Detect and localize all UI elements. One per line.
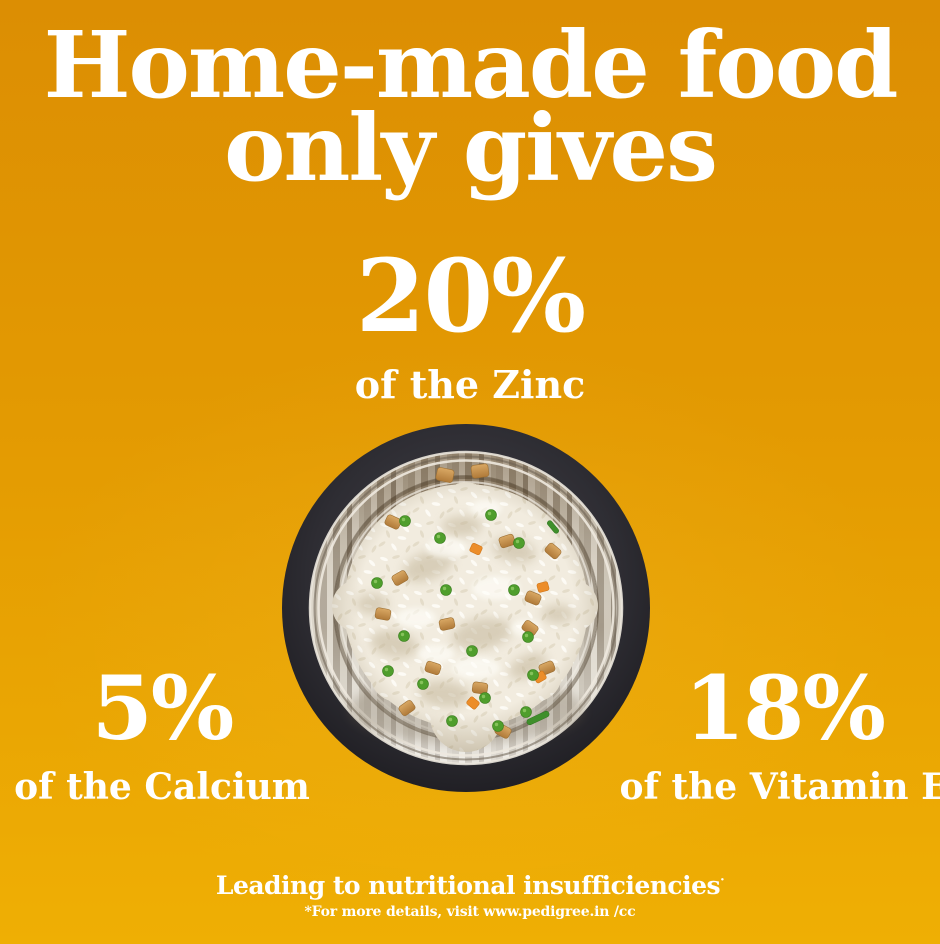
stat-vitamin-e-label: of the Vitamin E — [619, 766, 940, 808]
dog-food-bowl-photo — [276, 418, 656, 798]
footer-details: *For more details, visit www.pedigree.in… — [304, 903, 636, 920]
footer-headline: Leading to nutritional insufficiencies· — [0, 871, 940, 901]
headline-line1: Home-made food — [43, 11, 899, 119]
stat-zinc-label: of the Zinc — [354, 362, 586, 407]
stat-zinc: 20% of the Zinc — [0, 246, 940, 407]
stat-vitamin-e-value: 18% — [683, 656, 886, 760]
stat-vitamin-e: 18% of the Vitamin E — [564, 664, 940, 808]
chicken-chunks — [374, 463, 562, 739]
peas — [371, 509, 539, 732]
bowl-lip-highlight-outer — [308, 450, 624, 766]
stat-calcium-value: 5% — [91, 656, 235, 760]
footer: Leading to nutritional insufficiencies· … — [0, 871, 940, 920]
headline-line2: only gives — [224, 93, 718, 202]
dog-food-bowl-illustration — [282, 424, 650, 792]
stat-calcium: 5% of the Calcium — [0, 664, 372, 808]
bowl-lip-highlight-inner — [317, 459, 615, 757]
headline: Home-made food only gives — [0, 11, 940, 202]
stat-zinc-value: 20% — [355, 237, 586, 355]
footnote-mark: · — [720, 873, 725, 888]
footer-headline-text: Leading to nutritional insufficiencies — [215, 871, 721, 900]
stat-calcium-label: of the Calcium — [14, 766, 310, 808]
green-beans — [526, 520, 559, 726]
bowl-lip-groove — [313, 455, 619, 761]
